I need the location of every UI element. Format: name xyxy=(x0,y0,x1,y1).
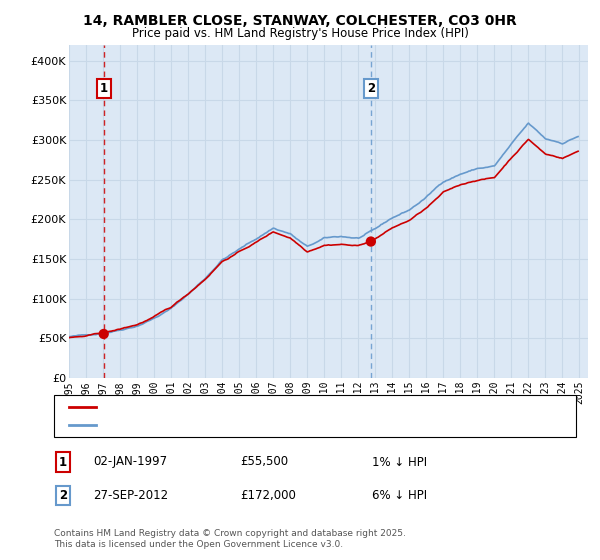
Text: 1: 1 xyxy=(59,455,67,469)
Point xyxy=(99,329,109,338)
Text: Contains HM Land Registry data © Crown copyright and database right 2025.
This d: Contains HM Land Registry data © Crown c… xyxy=(54,529,406,549)
Text: 1% ↓ HPI: 1% ↓ HPI xyxy=(372,455,427,469)
Text: £172,000: £172,000 xyxy=(240,489,296,502)
Text: 2: 2 xyxy=(59,489,67,502)
Text: 14, RAMBLER CLOSE, STANWAY, COLCHESTER, CO3 0HR: 14, RAMBLER CLOSE, STANWAY, COLCHESTER, … xyxy=(83,14,517,28)
Text: HPI: Average price, semi-detached house, Colchester: HPI: Average price, semi-detached house,… xyxy=(102,420,380,430)
Text: 27-SEP-2012: 27-SEP-2012 xyxy=(93,489,168,502)
Text: 2: 2 xyxy=(367,82,375,95)
Point xyxy=(366,237,376,246)
Text: 1: 1 xyxy=(100,82,108,95)
Text: Price paid vs. HM Land Registry's House Price Index (HPI): Price paid vs. HM Land Registry's House … xyxy=(131,27,469,40)
Text: 14, RAMBLER CLOSE, STANWAY, COLCHESTER, CO3 0HR (semi-detached house): 14, RAMBLER CLOSE, STANWAY, COLCHESTER, … xyxy=(102,402,518,412)
Text: 6% ↓ HPI: 6% ↓ HPI xyxy=(372,489,427,502)
Text: 02-JAN-1997: 02-JAN-1997 xyxy=(93,455,167,469)
Text: £55,500: £55,500 xyxy=(240,455,288,469)
